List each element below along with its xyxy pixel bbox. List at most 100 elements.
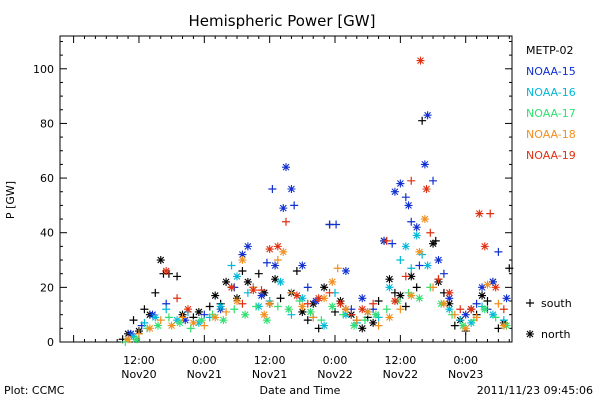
data-point-south: [401, 272, 410, 281]
data-point-south: [162, 305, 171, 314]
data-point-south: [401, 302, 410, 311]
data-point-south: [164, 313, 173, 322]
data-point-north: [475, 209, 484, 218]
data-point-north: [232, 272, 241, 281]
data-point-north: [445, 305, 454, 314]
chart-title: Hemispheric Power [GW]: [189, 12, 376, 30]
data-point-north: [145, 324, 154, 333]
data-point-north: [491, 283, 500, 292]
data-point-north: [222, 277, 231, 286]
data-point-north: [423, 111, 432, 120]
data-point-north: [412, 231, 421, 240]
data-point-north: [385, 275, 394, 284]
data-point-north: [401, 242, 410, 251]
data-point-south: [332, 220, 341, 229]
data-point-north: [271, 261, 280, 270]
legend-label: NOAA-18: [526, 128, 576, 141]
data-point-north: [183, 305, 192, 314]
plot-frame: [59, 35, 513, 343]
data-point-north: [336, 299, 345, 308]
data-point-south: [347, 310, 356, 319]
data-point-north: [478, 291, 487, 300]
data-point-north: [243, 242, 252, 251]
data-point-south: [505, 264, 514, 273]
data-point-north: [320, 283, 329, 292]
data-point-north: [461, 310, 470, 319]
data-point-north: [341, 266, 350, 275]
data-point-south: [418, 116, 427, 125]
data-point-south: [396, 305, 405, 314]
data-point-north: [407, 291, 416, 300]
data-point-south: [303, 316, 312, 325]
data-point-north: [162, 266, 171, 275]
data-point-south: [412, 283, 421, 292]
data-point-north: [292, 291, 301, 300]
data-point-north: [423, 261, 432, 270]
data-point-north: [439, 299, 448, 308]
y-tick-label: 60: [40, 172, 54, 185]
data-point-south: [309, 313, 318, 322]
series-noaa-19: [162, 56, 508, 319]
data-point-north: [390, 187, 399, 196]
data-point-south: [352, 316, 361, 325]
data-point-north: [287, 185, 296, 193]
data-point-north: [156, 256, 165, 265]
data-point-south: [426, 228, 435, 237]
plot-timestamp: 2011/11/23 09:45:06: [477, 384, 593, 397]
data-point-north: [445, 294, 454, 303]
data-point-north: [167, 321, 176, 330]
data-point-south: [276, 294, 285, 303]
data-point-north: [279, 247, 288, 256]
data-point-south: [273, 302, 282, 311]
x-tick-date-label: Nov21: [187, 368, 222, 381]
data-point-south: [429, 176, 438, 185]
data-point-north: [262, 316, 271, 325]
data-point-north: [478, 283, 487, 292]
data-point-north: [404, 201, 413, 210]
data-point-north: [238, 250, 247, 259]
x-tick-date-label: Nov21: [252, 368, 287, 381]
data-point-south: [401, 193, 410, 202]
data-point-south: [129, 316, 138, 325]
data-point-south: [431, 236, 440, 245]
x-tick-date-label: Nov20: [121, 368, 156, 381]
data-point-south: [456, 305, 465, 314]
data-point-south: [396, 256, 405, 265]
data-point-north: [276, 277, 285, 286]
data-point-south: [407, 217, 416, 226]
data-point-south: [273, 256, 282, 265]
data-point-north: [422, 185, 431, 193]
data-point-north: [467, 305, 476, 314]
data-point-north: [358, 305, 367, 314]
legend-label: NOAA-19: [526, 149, 576, 162]
data-point-south: [494, 247, 503, 256]
data-point-south: [382, 236, 391, 245]
data-point-south: [252, 302, 261, 311]
data-point-south: [230, 305, 239, 314]
y-tick-label: 20: [40, 281, 54, 294]
data-point-north: [480, 242, 489, 251]
data-point-north: [273, 242, 282, 251]
data-point-north: [328, 302, 337, 311]
data-point-north: [461, 324, 470, 333]
data-point-north: [328, 277, 337, 286]
data-point-north: [314, 294, 323, 303]
data-point-north: [151, 313, 160, 322]
data-point-north: [445, 288, 454, 297]
data-point-south: [222, 307, 231, 316]
data-point-north: [243, 277, 252, 286]
legend-marker-label: south: [541, 297, 572, 310]
data-point-north: [260, 310, 269, 319]
legend: METP-02 NOAA-15 NOAA-16 NOAA-17 NOAA-18 NOAA-…: [526, 44, 576, 341]
y-tick-label: 40: [40, 227, 54, 240]
data-point-north: [483, 280, 492, 289]
legend-label: METP-02: [526, 44, 574, 57]
data-point-north: [320, 321, 329, 330]
data-point-north: [306, 307, 315, 316]
legend-symbol-south: [526, 299, 534, 307]
data-point-north: [385, 283, 394, 292]
data-point-south: [262, 258, 271, 267]
data-point-north: [238, 256, 247, 265]
